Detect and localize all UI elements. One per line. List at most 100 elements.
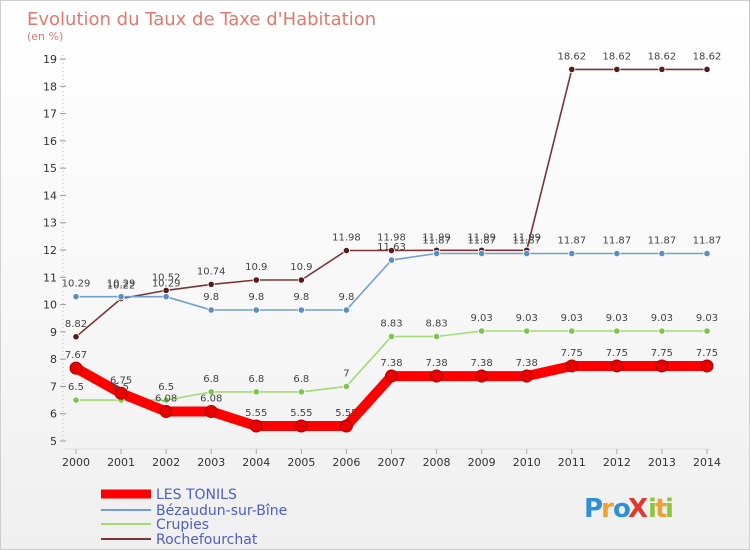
legend-label: LES TONILS bbox=[156, 487, 237, 503]
data-point bbox=[342, 382, 351, 391]
data-label: 9.03 bbox=[651, 313, 673, 324]
data-point bbox=[162, 293, 170, 301]
data-point bbox=[387, 332, 396, 341]
legend-label: Bézaudun-sur-Bîne bbox=[156, 503, 287, 519]
data-point bbox=[162, 396, 170, 404]
x-tick-label: 2010 bbox=[513, 456, 541, 469]
y-tick-label: 13 bbox=[43, 217, 57, 230]
data-point bbox=[478, 249, 486, 258]
logo-letter: i bbox=[648, 494, 657, 524]
data-point bbox=[69, 361, 83, 375]
x-tick-label: 2003 bbox=[197, 456, 225, 469]
data-label: 9.8 bbox=[338, 292, 354, 303]
logo-letter: o bbox=[613, 494, 631, 524]
data-point bbox=[520, 369, 534, 383]
data-label: 10.9 bbox=[290, 262, 312, 273]
data-label: 7.38 bbox=[516, 358, 538, 369]
data-label: 18.62 bbox=[557, 51, 586, 62]
data-point bbox=[297, 276, 305, 284]
data-label: 9.03 bbox=[516, 313, 538, 324]
data-point bbox=[432, 249, 441, 258]
data-label: 6.5 bbox=[158, 382, 174, 393]
data-label: 9.03 bbox=[606, 313, 628, 324]
x-tick-label: 2014 bbox=[693, 456, 721, 469]
y-tick-label: 7 bbox=[50, 380, 57, 393]
data-label: 7.67 bbox=[65, 350, 87, 361]
data-label: 10.9 bbox=[245, 262, 267, 273]
data-point bbox=[72, 333, 80, 341]
legend: LES TONILSBézaudun-sur-BîneCrupiesRochef… bbox=[101, 487, 287, 548]
data-point bbox=[387, 256, 396, 264]
data-label: 7.75 bbox=[651, 348, 673, 359]
data-label: 6.8 bbox=[203, 374, 219, 385]
data-point bbox=[252, 306, 260, 314]
data-label: 11.63 bbox=[377, 242, 406, 253]
data-point bbox=[339, 419, 353, 433]
data-label: 8.83 bbox=[380, 318, 402, 329]
data-label: 7.75 bbox=[561, 348, 583, 359]
data-label: 11.98 bbox=[332, 233, 361, 244]
data-label: 11.87 bbox=[693, 236, 722, 247]
data-label: 6.5 bbox=[113, 382, 129, 393]
x-tick-label: 2002 bbox=[152, 456, 180, 469]
y-tick-label: 5 bbox=[50, 435, 57, 448]
data-point bbox=[72, 293, 80, 301]
data-point bbox=[342, 246, 351, 255]
data-point bbox=[523, 249, 531, 258]
data-point bbox=[114, 386, 128, 400]
data-point bbox=[565, 359, 579, 373]
data-label: 10.52 bbox=[152, 272, 181, 283]
series-points bbox=[69, 65, 714, 433]
data-point bbox=[432, 332, 441, 341]
data-point bbox=[658, 65, 666, 73]
y-tick-label: 9 bbox=[50, 326, 57, 339]
x-tick-label: 2000 bbox=[62, 456, 90, 469]
data-label: 11.98 bbox=[377, 233, 406, 244]
data-label: 11.87 bbox=[422, 236, 451, 247]
y-tick-label: 6 bbox=[50, 408, 57, 421]
data-point bbox=[117, 293, 125, 301]
data-point bbox=[703, 65, 711, 73]
legend-label: Rochefourchat bbox=[156, 532, 258, 548]
data-label: 10.22 bbox=[107, 281, 136, 292]
y-tick-label: 19 bbox=[43, 53, 57, 66]
x-tick-label: 2008 bbox=[423, 456, 451, 469]
data-label: 10.74 bbox=[197, 266, 226, 277]
data-label: 7 bbox=[343, 368, 349, 379]
x-tick-label: 2009 bbox=[468, 456, 496, 469]
data-point bbox=[655, 359, 669, 373]
x-tick-label: 2004 bbox=[242, 456, 270, 469]
axes: 5 6 7 8 9 10 11 12 13 14 15 16 17 18 19 2000 2001 2002 200… bbox=[43, 53, 721, 469]
data-label: 6.8 bbox=[248, 374, 264, 385]
data-point bbox=[385, 369, 398, 383]
data-point bbox=[430, 369, 444, 383]
data-point bbox=[610, 359, 624, 373]
x-tick-label: 2006 bbox=[332, 456, 360, 469]
y-tick-label: 12 bbox=[43, 244, 57, 257]
data-label: 6.75 bbox=[110, 375, 132, 386]
x-tick-label: 2007 bbox=[378, 456, 406, 469]
data-label: 5.55 bbox=[245, 408, 267, 419]
chart-title: Evolution du Taux de Taxe d'Habitation bbox=[27, 9, 376, 30]
data-label: 9.03 bbox=[696, 313, 718, 324]
data-point bbox=[658, 249, 666, 258]
data-label: 10.29 bbox=[107, 279, 136, 290]
y-tick-label: 17 bbox=[43, 108, 57, 121]
series-line-3 bbox=[75, 68, 708, 338]
data-label: 11.99 bbox=[422, 232, 451, 243]
x-tick-label: 2013 bbox=[648, 456, 676, 469]
data-point bbox=[568, 65, 576, 73]
proxiti-logo: Pr oX iti bbox=[584, 494, 674, 524]
data-point bbox=[523, 327, 531, 335]
logo-letter: P bbox=[584, 494, 603, 524]
data-label: 5.55 bbox=[290, 408, 312, 419]
y-tick-label: 18 bbox=[43, 80, 57, 93]
data-label: 6.08 bbox=[200, 394, 222, 405]
data-point bbox=[252, 276, 260, 284]
data-point bbox=[700, 359, 714, 373]
data-label: 11.99 bbox=[512, 232, 541, 243]
data-label: 10.29 bbox=[62, 279, 91, 290]
data-point bbox=[72, 396, 80, 404]
data-point bbox=[207, 280, 215, 288]
